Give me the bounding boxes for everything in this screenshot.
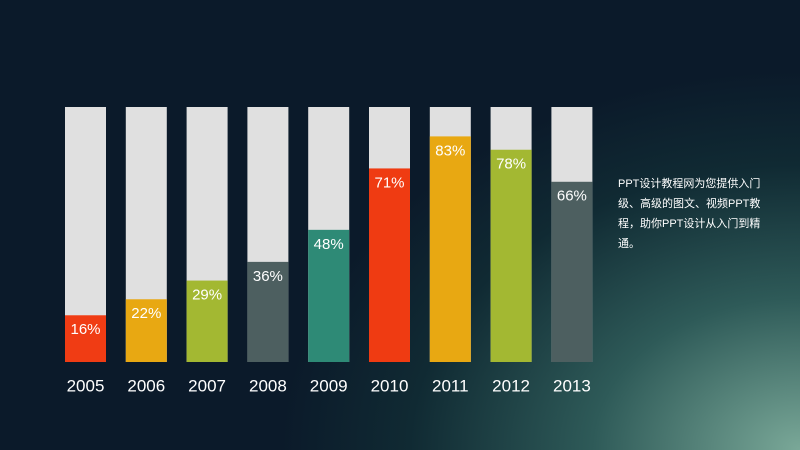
- bar: [308, 229, 350, 362]
- value-label: 66%: [557, 188, 587, 205]
- bar: [429, 136, 471, 362]
- value-label: 48%: [314, 236, 344, 253]
- x-tick-label: 2007: [188, 376, 226, 395]
- x-tick-label: 2005: [67, 376, 105, 395]
- x-tick-label: 2009: [310, 376, 348, 395]
- value-label: 16%: [70, 321, 100, 338]
- value-label: 78%: [496, 156, 526, 173]
- bar: [186, 280, 228, 362]
- value-label: 36%: [253, 268, 283, 285]
- annotation: PPT设计教程网为您提供入门级、高级的图文、视频PPT教程，助你PPT设计从入门…: [618, 178, 761, 250]
- bar: [490, 149, 532, 362]
- x-tick-label: 2008: [249, 376, 287, 395]
- bar: [247, 261, 289, 362]
- bar: [551, 181, 593, 362]
- bar: [369, 168, 410, 362]
- bar: [65, 315, 106, 362]
- value-label: 22%: [131, 305, 161, 322]
- x-tick-label: 2012: [492, 376, 530, 395]
- x-tick-label: 2013: [553, 376, 591, 395]
- value-label: 83%: [435, 142, 465, 159]
- x-tick-label: 2011: [432, 376, 469, 395]
- bar: [125, 299, 167, 362]
- x-tick-label: 2010: [371, 376, 409, 395]
- value-label: 71%: [374, 174, 404, 191]
- value-label: 29%: [192, 287, 222, 304]
- x-tick-label: 2006: [127, 376, 165, 395]
